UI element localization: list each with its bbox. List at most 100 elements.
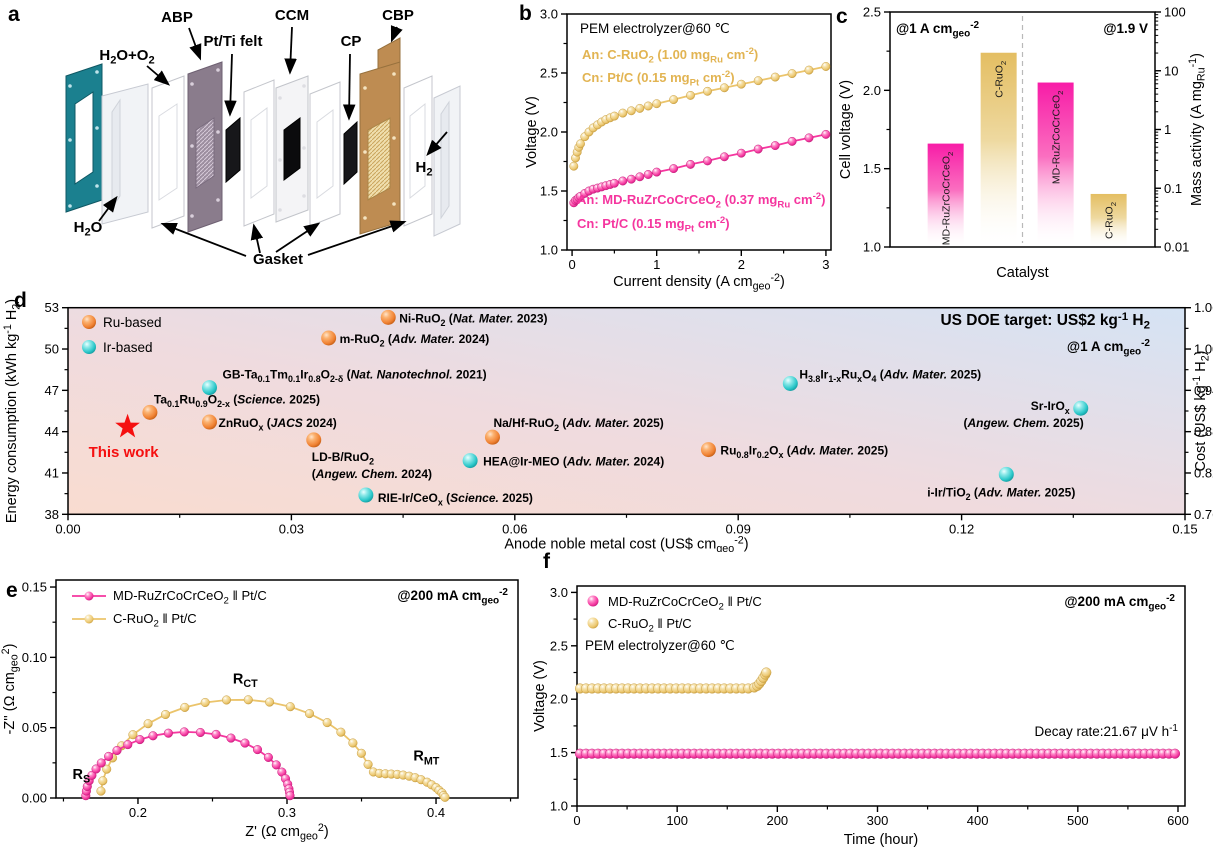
panel-letter-d: d [14,289,27,312]
data-point [652,99,662,109]
data-point [135,735,145,745]
component-label: CBP [382,7,414,24]
data-point [821,129,831,139]
y2-tick-label: 1.06 [1194,300,1213,315]
scatter-legend: Ru-based Ir-based [82,315,162,355]
y-axis-title: -Z'' (Ω cmgeo2) [0,644,21,735]
pointer-arrow-icon [426,131,448,157]
doe-target-annotation: US DOE target: US$2 kg-1 H2 [940,311,1150,332]
x-tick-label: 0.06 [502,521,527,536]
data-point [265,697,275,707]
data-point [618,176,628,186]
x-tick-label: 0.00 [55,521,80,536]
component-label: CP [341,33,362,50]
data-point [128,730,138,740]
component-label: H2O+O2 [99,47,154,67]
x-tick-label: 100 [666,813,688,828]
point-label: Sr-IrOx [1031,399,1070,416]
plot-background [68,307,1185,515]
x-tick-label: 2 [738,257,745,272]
this-work-star-icon [115,413,140,438]
gasket-window [250,107,268,199]
legend-anode-pink: An: MD-RuZrCoCrCeO2 (0.37 mgRu cm-2) [577,191,825,211]
bolt-icon [302,194,306,198]
gasket [151,75,185,229]
bolt-icon [95,126,99,130]
data-point [686,159,695,169]
data-point [348,738,358,748]
teal-marker-icon [462,453,478,469]
y2-tick-label: 100 [1164,5,1186,20]
bolt-icon [190,144,194,148]
data-point [626,106,636,116]
current-density-annotation: @200 mA cmgeo-2 [1064,593,1175,613]
chart-subtitle: PEM electrolyzer@60 ℃ [585,638,735,653]
data-point [221,695,232,705]
bolt-icon [216,68,220,72]
bolt-icon [68,84,72,88]
data-point [1169,748,1181,759]
bolt-icon [363,216,367,220]
data-point [770,141,780,151]
data-point [753,76,763,86]
data-point [609,111,619,121]
data-point [179,727,189,737]
point-label: i-Ir/TiO2 (Adv. Mater. 2025) [927,485,1075,502]
panel-a-electrolyzer-schematic: ABP Pt/Ti felt CCM CP CBP H2O+O2 H2O H2 Gasket [0,0,462,292]
x-tick-label: 0.03 [279,521,304,536]
y-tick-label: 47 [45,383,59,398]
y-tick-label: 2.0 [540,125,558,140]
legend-label: C-RuO2 ‖ Pt/C [113,611,197,630]
data-point [626,174,636,184]
x-axis-title: Z' (Ω cmgeo2) [245,822,328,843]
data-point [263,752,273,762]
component-label: H2O [74,219,103,239]
orange-marker-icon [201,414,217,430]
data-point [96,786,106,796]
abp-flow-field [195,117,215,189]
panel-b-polarization-chart: 0 1 2 3 1.0 1.5 2.0 2.5 3.0 Current density (A cm… [440,0,836,292]
data-point [91,764,101,774]
gold-marker-icon [587,617,599,629]
pointer-arrow-icon [160,222,247,257]
legend-label: Ir-based [103,340,153,355]
x-tick-label: 400 [967,813,989,828]
panel-letter-e: e [6,579,18,602]
this-work-label: This work [89,444,160,461]
component-label: ABP [161,9,193,26]
point-label: Na/Hf-RuO2 (Adv. Mater. 2025) [493,416,663,433]
bar-voltage [927,143,964,247]
orange-marker-icon [321,330,337,346]
y2-axis-title: Mass activity (A mgRu-1) [1187,53,1208,206]
legend-label: C-RuO2 ‖ Pt/C [608,616,692,635]
data-point [787,136,797,146]
bolt-icon [392,136,396,140]
data-point [440,792,450,802]
data-point [753,144,763,154]
data-point [195,727,205,738]
y-tick-label: 0.10 [22,650,47,665]
data-point [180,702,190,712]
data-point [804,133,814,143]
x-tick-label: 200 [766,813,788,828]
cell-voltage-mass-activity-bar-chart: MD-RuZrCoCrCeO2 C-RuO2 MD-RuZrCoCrCeO2 C-Ru… [838,5,1208,282]
point-label: H3.8Ir1-xRuxO4 (Adv. Mater. 2025) [799,367,981,384]
bolt-icon [302,146,306,150]
data-point [160,709,171,720]
bolt-icon [363,86,367,90]
series-gold [96,695,450,802]
y-tick-label: 2.5 [550,638,568,653]
y-tick-label: 2.0 [863,83,881,98]
orange-marker-icon [142,404,158,420]
pointer-arrow-icon [250,223,264,254]
panel-c-bar-chart: MD-RuZrCoCrCeO2 C-RuO2 MD-RuZrCoCrCeO2 C-Ru… [830,0,1213,292]
panel-e-eis-chart: 0.2 0.3 0.4 0.00 0.05 0.10 0.15 Z' (Ω cmgeo2) -Z… [0,548,530,860]
teal-marker-icon [358,487,374,503]
bolt-icon [392,202,396,206]
panel-letter-b: b [519,2,532,25]
data-point [821,62,831,71]
current-density-annotation: @1 A cmgeo-2 [1067,338,1151,358]
bar-activity [1090,193,1127,247]
series-gold [569,62,831,171]
